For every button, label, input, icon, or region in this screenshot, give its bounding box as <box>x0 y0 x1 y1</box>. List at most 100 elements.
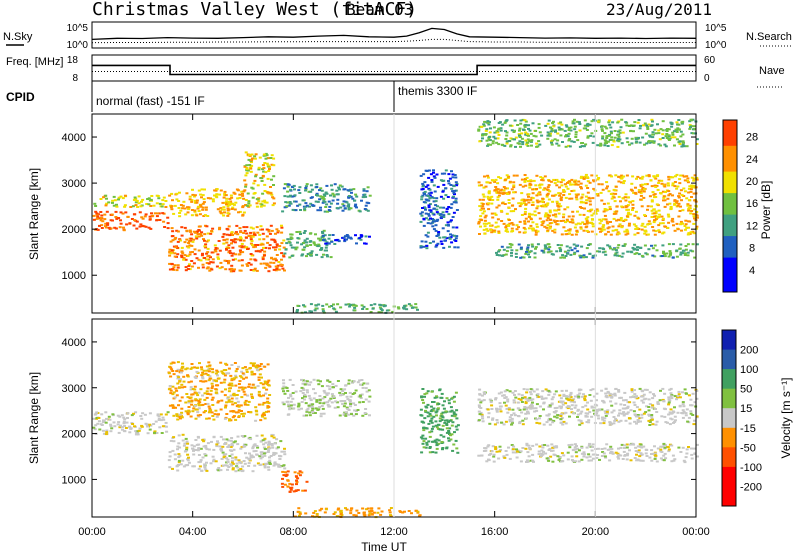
heatmap-cell <box>598 250 601 253</box>
heatmap-cell <box>546 217 550 219</box>
heatmap-cell <box>247 465 251 467</box>
heatmap-cell <box>591 197 595 200</box>
heatmap-cell <box>685 145 689 148</box>
heatmap-cell <box>230 269 234 272</box>
heatmap-cell <box>173 458 177 461</box>
heatmap-cell <box>232 191 236 194</box>
heatmap-cell <box>691 243 695 246</box>
heatmap-cell <box>508 390 512 393</box>
heatmap-cell <box>604 412 608 415</box>
heatmap-cell <box>259 243 263 246</box>
heatmap-cell <box>620 226 624 229</box>
heatmap-cell <box>364 387 368 390</box>
heatmap-cell <box>422 224 426 227</box>
heatmap-cell <box>525 417 528 420</box>
heatmap-cell <box>636 232 640 235</box>
noise-panel: N.Sky 10^5 10^0 10^5 10^0 N.Search <box>3 21 792 51</box>
heatmap-cell <box>661 255 664 257</box>
heatmap-cell <box>318 395 322 397</box>
heatmap-cell <box>171 385 175 388</box>
heatmap-cell <box>504 230 508 232</box>
heatmap-cell <box>586 401 589 404</box>
heatmap-cell <box>576 413 580 416</box>
heatmap-cell <box>140 417 144 420</box>
heatmap-cell <box>297 408 301 411</box>
heatmap-cell <box>602 210 606 213</box>
heatmap-cell <box>478 413 482 416</box>
heatmap-cell <box>451 449 455 452</box>
heatmap-cell <box>187 461 191 464</box>
heatmap-cell <box>336 202 340 205</box>
heatmap-cell <box>282 403 286 406</box>
heatmap-cell <box>624 121 628 124</box>
heatmap-cell <box>118 226 122 229</box>
heatmap-cell <box>234 470 238 473</box>
heatmap-cell <box>284 201 288 204</box>
heatmap-cell <box>510 254 513 257</box>
heatmap-cell <box>609 193 613 195</box>
frequency-series-line <box>92 64 696 76</box>
heatmap-cell <box>425 441 429 444</box>
heatmap-cell <box>541 204 545 207</box>
heatmap-cell <box>184 401 188 404</box>
heatmap-cell <box>451 176 455 179</box>
heatmap-cell <box>579 226 583 229</box>
heatmap-cell <box>242 197 246 200</box>
heatmap-cell <box>224 268 228 271</box>
heatmap-cell <box>676 228 680 231</box>
heatmap-cell <box>691 118 695 121</box>
heatmap-cell <box>200 188 204 191</box>
heatmap-cell <box>281 470 285 473</box>
heatmap-cell <box>177 200 181 202</box>
heatmap-cell <box>611 121 615 124</box>
heatmap-cell <box>680 229 683 232</box>
heatmap-cell <box>193 194 197 197</box>
heatmap-cell <box>227 259 231 262</box>
heatmap-cell <box>510 129 514 132</box>
heatmap-cell <box>379 308 383 310</box>
heatmap-cell <box>250 153 254 156</box>
freq-ytick-left-bottom: 8 <box>72 73 78 84</box>
heatmap-cell <box>445 419 449 422</box>
heatmap-cell <box>223 455 227 458</box>
heatmap-cell <box>343 188 347 191</box>
heatmap-cell <box>559 248 563 251</box>
heatmap-cell <box>187 381 191 384</box>
colorbar-swatch <box>723 120 737 125</box>
heatmap-cell <box>477 222 481 225</box>
heatmap-cell <box>303 395 307 398</box>
heatmap-cell <box>272 261 276 264</box>
heatmap-cell <box>157 417 161 420</box>
heatmap-cell <box>527 244 530 247</box>
heatmap-cell <box>586 187 590 189</box>
heatmap-cell <box>558 192 562 195</box>
heatmap-cell <box>257 376 261 379</box>
heatmap-cell <box>265 448 269 450</box>
heatmap-cell <box>214 250 218 253</box>
heatmap-cell <box>479 209 483 212</box>
heatmap-cell <box>259 368 263 371</box>
heatmap-cell <box>645 405 649 408</box>
heatmap-cell <box>627 224 631 227</box>
heatmap-cell <box>261 175 265 178</box>
heatmap-cell <box>600 183 604 186</box>
heatmap-cell <box>491 179 495 182</box>
heatmap-cell <box>630 390 634 393</box>
heatmap-cell <box>606 230 610 233</box>
heatmap-cell <box>140 200 143 203</box>
heatmap-cell <box>676 185 680 188</box>
heatmap-cell <box>289 488 293 491</box>
heatmap-cell <box>508 418 512 421</box>
heatmap-cell <box>556 132 560 135</box>
heatmap-cell <box>261 243 265 246</box>
heatmap-cell <box>299 209 302 211</box>
heatmap-cell <box>229 200 233 203</box>
heatmap-cell <box>190 363 194 365</box>
heatmap-cell <box>257 168 261 171</box>
heatmap-cell <box>505 212 509 215</box>
heatmap-cell <box>186 206 189 209</box>
heatmap-cell <box>202 369 206 372</box>
heatmap-cell <box>445 207 449 210</box>
heatmap-cell <box>624 233 628 236</box>
heatmap-cell <box>243 462 247 465</box>
